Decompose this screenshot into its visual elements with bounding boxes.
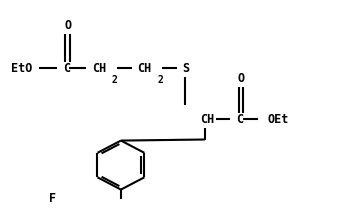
Text: 2: 2 xyxy=(112,75,118,85)
Text: 2: 2 xyxy=(157,75,163,85)
Text: O: O xyxy=(238,72,245,85)
Text: F: F xyxy=(49,191,56,205)
Text: CH: CH xyxy=(137,62,151,75)
Text: CH: CH xyxy=(92,62,106,75)
Text: CH: CH xyxy=(200,113,214,126)
Text: O: O xyxy=(64,19,71,32)
Text: C: C xyxy=(236,113,244,126)
Text: C: C xyxy=(63,62,70,75)
Text: EtO: EtO xyxy=(11,62,32,75)
Text: S: S xyxy=(182,62,190,75)
Text: OEt: OEt xyxy=(267,113,288,126)
